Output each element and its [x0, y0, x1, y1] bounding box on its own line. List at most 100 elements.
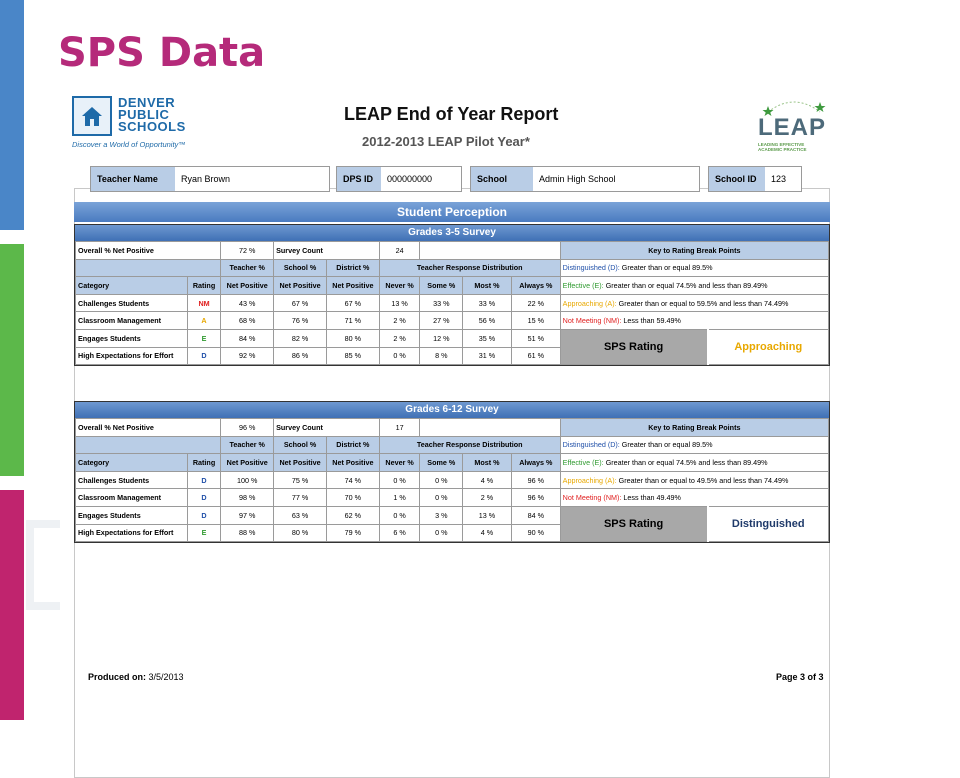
table-row: Overall % Net Positive 96 % Survey Count…	[74, 418, 830, 437]
school-cell: 77 %	[273, 488, 327, 507]
report-page: DENVER PUBLIC SCHOOLS Discover a World o…	[70, 90, 835, 778]
some-cell: 0 %	[419, 488, 464, 507]
category-cell: Classroom Management	[75, 488, 188, 507]
dps-id-value: 000000000	[381, 167, 461, 191]
key-distinguished: Distinguished (D): Greater than or equal…	[559, 258, 830, 278]
overall-value: 96 %	[220, 418, 275, 437]
accent-bar-green	[0, 244, 24, 476]
teacher-cell: 88 %	[220, 523, 275, 543]
never-cell: 0 %	[378, 346, 421, 366]
always-cell: 96 %	[510, 470, 561, 490]
some-cell: 3 %	[419, 505, 464, 525]
most-cell: 56 %	[462, 311, 512, 330]
page-number: Page 3 of 3	[776, 672, 824, 682]
teacher-pct-header: Teacher %	[220, 435, 275, 455]
school-net-header: Net Positive	[273, 276, 327, 295]
background-watermark-shape	[26, 520, 60, 610]
school-cell: 63 %	[273, 505, 327, 525]
never-cell: 2 %	[378, 311, 421, 330]
some-header: Some %	[419, 453, 464, 472]
teacher-name-label: Teacher Name	[91, 167, 175, 191]
most-cell: 13 %	[462, 505, 512, 525]
category-cell: Challenges Students	[75, 470, 188, 490]
always-cell: 84 %	[510, 505, 561, 525]
category-cell: Engages Students	[75, 505, 188, 525]
some-cell: 0 %	[419, 523, 464, 543]
survey-grades-6-12: Grades 6-12 Survey Overall % Net Positiv…	[74, 401, 830, 544]
leap-tagline-2: ACADEMIC PRACTICE	[758, 147, 807, 152]
table-row: Classroom Management D 98 % 77 % 70 % 1 …	[75, 488, 830, 507]
teacher-cell: 68 %	[220, 311, 275, 330]
rating-cell: A	[186, 311, 222, 330]
dps-emblem-icon	[72, 96, 112, 136]
district-net-header: Net Positive	[325, 453, 380, 472]
category-cell: High Expectations for Effort	[75, 346, 188, 366]
report-title: LEAP End of Year Report	[344, 104, 559, 124]
survey-title: Grades 6-12 Survey	[75, 402, 829, 418]
survey-table: Overall % Net Positive 72 % Survey Count…	[74, 241, 830, 366]
school-value: Admin High School	[533, 167, 699, 191]
table-row: Classroom Management A 68 % 76 % 71 % 2 …	[75, 311, 830, 330]
school-cell: 80 %	[273, 523, 327, 543]
district-pct-header: District %	[325, 435, 380, 455]
some-cell: 8 %	[419, 346, 464, 366]
key-approaching: Approaching (A): Greater than or equal t…	[559, 470, 830, 490]
school-id-value: 123	[765, 167, 801, 191]
never-header: Never %	[378, 453, 421, 472]
district-cell: 85 %	[325, 346, 380, 366]
table-row: Challenges Students D 100 % 75 % 74 % 0 …	[75, 470, 830, 490]
key-title: Key to Rating Break Points	[559, 418, 830, 437]
always-header: Always %	[510, 276, 561, 295]
dps-id-label: DPS ID	[337, 167, 381, 191]
table-row: Category Rating Net Positive Net Positiv…	[75, 276, 830, 295]
accent-bar-pink	[0, 490, 24, 720]
always-header: Always %	[510, 453, 561, 472]
produced-on-date: 3/5/2013	[148, 672, 184, 682]
rating-header: Rating	[186, 276, 222, 295]
table-row: Teacher % School % District % Teacher Re…	[74, 258, 830, 278]
district-cell: 79 %	[325, 523, 380, 543]
slide-title: SPS Data	[58, 30, 266, 76]
survey-count-label: Survey Count	[273, 241, 380, 260]
rating-cell: NM	[186, 293, 222, 313]
survey-title: Grades 3-5 Survey	[75, 225, 829, 241]
dps-logo-line2: PUBLIC	[118, 107, 170, 122]
rating-header: Rating	[186, 453, 222, 472]
produced-on: Produced on: 3/5/2013	[88, 672, 184, 682]
teacher-name-field: Teacher Name Ryan Brown	[90, 166, 330, 192]
teacher-cell: 84 %	[220, 328, 275, 348]
table-row: Teacher % School % District % Teacher Re…	[74, 435, 830, 455]
some-header: Some %	[419, 276, 464, 295]
most-cell: 2 %	[462, 488, 512, 507]
most-cell: 4 %	[462, 470, 512, 490]
always-cell: 22 %	[510, 293, 561, 313]
always-cell: 61 %	[510, 346, 561, 366]
leap-logo: LEAP LEADING EFFECTIVE ACADEMIC PRACTICE	[758, 96, 830, 156]
key-distinguished: Distinguished (D): Greater than or equal…	[559, 435, 830, 455]
overall-label: Overall % Net Positive	[74, 418, 222, 437]
some-cell: 27 %	[419, 311, 464, 330]
key-not-meeting: Not Meeting (NM): Less than 49.49%	[559, 488, 830, 507]
category-header: Category	[75, 453, 188, 472]
key-effective: Effective (E): Greater than or equal 74.…	[559, 453, 830, 472]
district-pct-header: District %	[325, 258, 380, 278]
school-label: School	[471, 167, 533, 191]
some-cell: 12 %	[419, 328, 464, 348]
teacher-net-header: Net Positive	[220, 453, 275, 472]
never-cell: 0 %	[378, 470, 421, 490]
dps-logo-line1: DENVER	[118, 95, 176, 110]
rating-cell: E	[186, 328, 222, 348]
dps-logo: DENVER PUBLIC SCHOOLS Discover a World o…	[72, 96, 190, 154]
most-cell: 33 %	[462, 293, 512, 313]
school-field: School Admin High School	[470, 166, 700, 192]
key-title: Key to Rating Break Points	[559, 241, 830, 260]
leap-stars-icon	[762, 101, 826, 116]
school-cell: 75 %	[273, 470, 327, 490]
school-cell: 86 %	[273, 346, 327, 366]
rating-cell: D	[186, 346, 222, 366]
dps-id-field: DPS ID 000000000	[336, 166, 462, 192]
teacher-cell: 43 %	[220, 293, 275, 313]
some-cell: 0 %	[419, 470, 464, 490]
survey-grades-3-5: Grades 3-5 Survey Overall % Net Positive…	[74, 224, 830, 367]
table-row: Overall % Net Positive 72 % Survey Count…	[74, 241, 830, 260]
